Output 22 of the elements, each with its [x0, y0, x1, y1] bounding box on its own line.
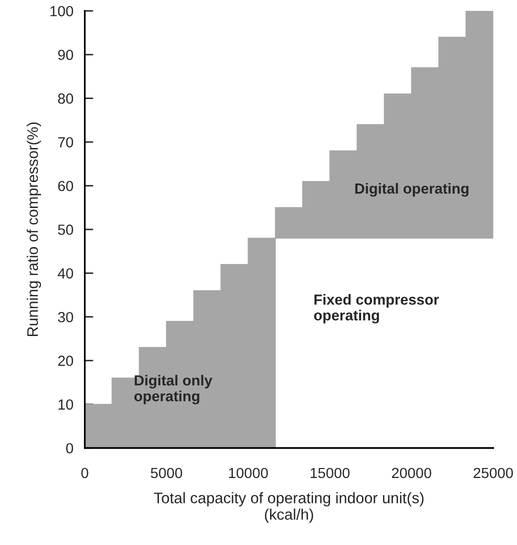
annotation: Digital only operating — [134, 374, 212, 404]
y-tick-label: 30 — [58, 312, 74, 322]
y-tick-label: 60 — [58, 180, 74, 192]
annotation: Digital operating — [355, 183, 468, 197]
annotation: Fixed compressor operating — [314, 294, 439, 324]
y-tick-label: 0 — [66, 443, 74, 454]
y-tick-label: 70 — [58, 137, 74, 148]
y-tick-label: 20 — [58, 356, 74, 366]
y-tick-label: 10 — [58, 399, 74, 410]
y-tick-label: 50 — [58, 224, 74, 235]
y-tick-label: 100 — [50, 6, 74, 16]
y-tick-label: 40 — [58, 268, 74, 279]
x-tick-label: 0 — [81, 468, 88, 478]
y-axis-title: Running ratio of compressor(%) — [26, 122, 42, 336]
x-tick-label: 25000 — [474, 468, 513, 478]
x-tick-label: 10000 — [229, 468, 268, 478]
x-axis-title: Total capacity of operating indoor unit(s) (kcal/h) — [154, 492, 424, 523]
x-tick-label: 20000 — [392, 468, 432, 478]
y-tick-label: 80 — [58, 93, 74, 104]
x-tick-label: 5000 — [150, 468, 182, 478]
x-tick-label: 15000 — [310, 468, 350, 478]
y-tick-label: 90 — [58, 50, 74, 60]
